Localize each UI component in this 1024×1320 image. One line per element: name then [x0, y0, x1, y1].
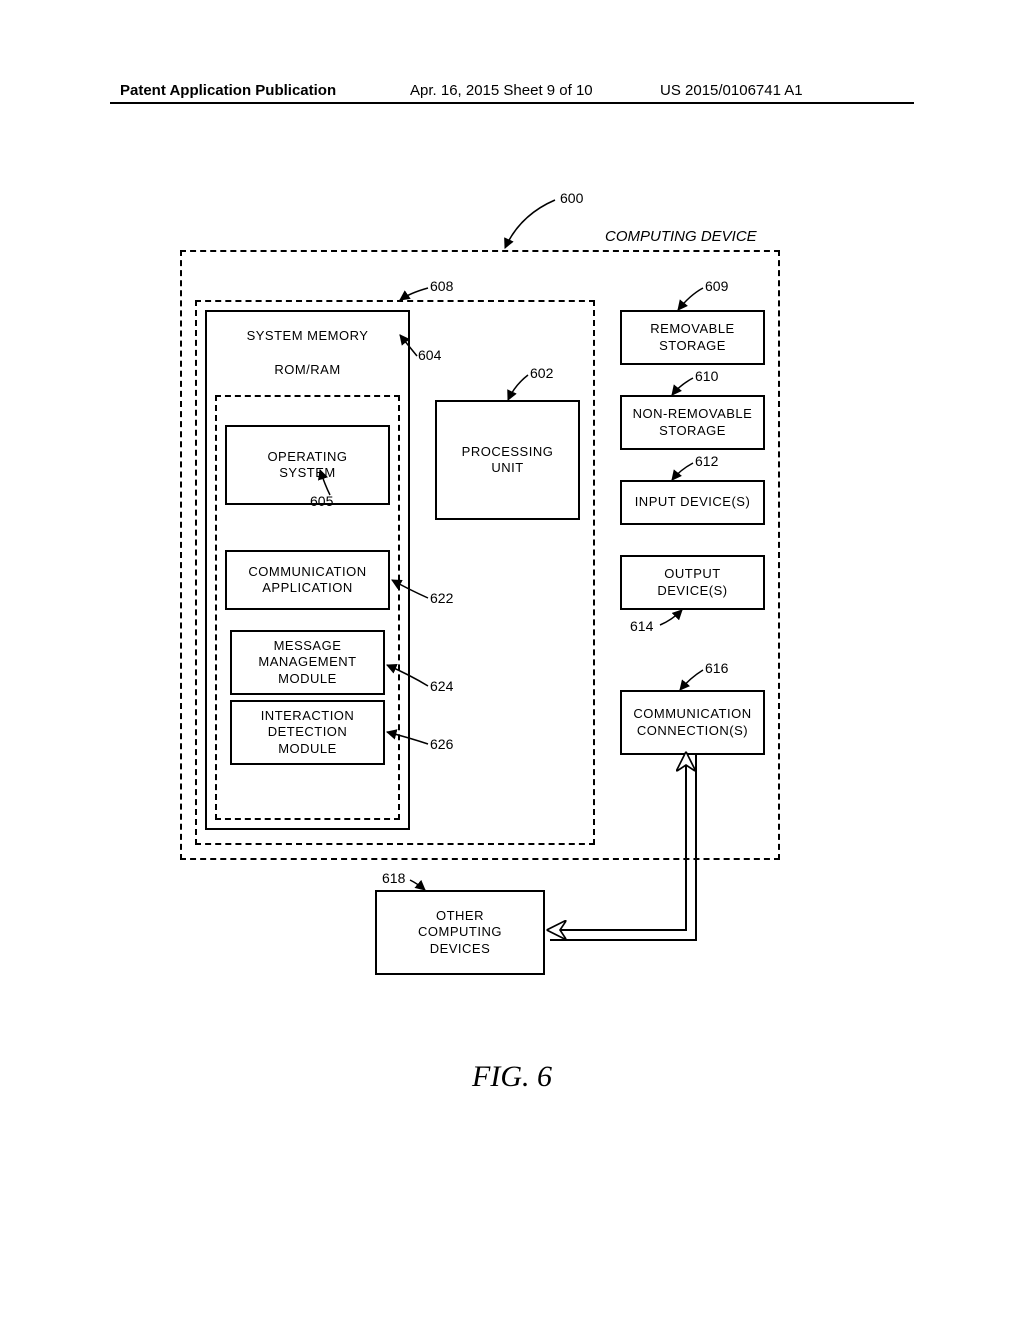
- processing-unit-box: PROCESSING UNIT: [435, 400, 580, 520]
- ref-614: 614: [630, 618, 653, 634]
- figure-caption: FIG. 6: [0, 1060, 1024, 1094]
- ref-602: 602: [530, 365, 553, 381]
- diagram-stage: COMPUTING DEVICE SYSTEM MEMORY ROM/RAM O…: [150, 170, 800, 1020]
- removable-storage-box: REMOVABLE STORAGE: [620, 310, 765, 365]
- header-rule: [110, 102, 914, 104]
- ref-612: 612: [695, 453, 718, 469]
- operating-system-box: OPERATING SYSTEM: [225, 425, 390, 505]
- ref-618: 618: [382, 870, 405, 886]
- computing-device-label: COMPUTING DEVICE: [605, 228, 757, 245]
- header-mid-text: Apr. 16, 2015 Sheet 9 of 10: [410, 82, 593, 99]
- ref-609: 609: [705, 278, 728, 294]
- other-computing-devices-box: OTHER COMPUTING DEVICES: [375, 890, 545, 975]
- ref-605: 605: [310, 493, 333, 509]
- interaction-detection-box: INTERACTION DETECTION MODULE: [230, 700, 385, 765]
- output-devices-box: OUTPUT DEVICE(S): [620, 555, 765, 610]
- rom-ram-label: ROM/RAM: [211, 362, 404, 378]
- header-left-text: Patent Application Publication: [120, 82, 336, 99]
- communication-application-box: COMMUNICATION APPLICATION: [225, 550, 390, 610]
- message-management-box: MESSAGE MANAGEMENT MODULE: [230, 630, 385, 695]
- ref-604: 604: [418, 347, 441, 363]
- communication-connections-box: COMMUNICATION CONNECTION(S): [620, 690, 765, 755]
- ref-610: 610: [695, 368, 718, 384]
- header-right-text: US 2015/0106741 A1: [660, 82, 803, 99]
- ref-600: 600: [560, 190, 583, 206]
- ref-608: 608: [430, 278, 453, 294]
- ref-624: 624: [430, 678, 453, 694]
- ref-626: 626: [430, 736, 453, 752]
- ref-622: 622: [430, 590, 453, 606]
- non-removable-storage-box: NON-REMOVABLE STORAGE: [620, 395, 765, 450]
- input-devices-box: INPUT DEVICE(S): [620, 480, 765, 525]
- system-memory-label: SYSTEM MEMORY: [211, 328, 404, 344]
- ref-616: 616: [705, 660, 728, 676]
- page-header: Patent Application Publication Apr. 16, …: [0, 82, 1024, 112]
